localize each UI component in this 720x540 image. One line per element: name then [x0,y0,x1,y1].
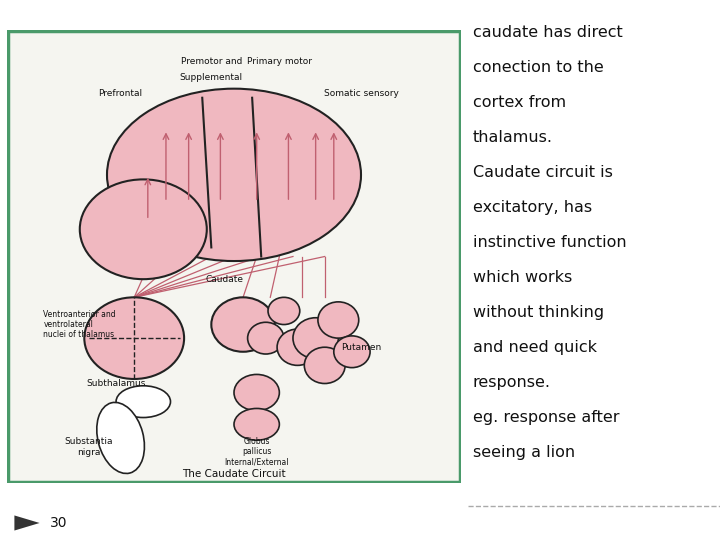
Ellipse shape [84,298,184,379]
Text: The Caudate Circuit: The Caudate Circuit [182,469,286,479]
Text: eg. response after: eg. response after [473,410,619,426]
Text: Ventroanterior and
ventrolateral
nuclei of thalamus: Ventroanterior and ventrolateral nuclei … [43,309,116,340]
Ellipse shape [268,298,300,325]
Ellipse shape [80,179,207,279]
Text: cortex from: cortex from [473,96,566,110]
Ellipse shape [212,298,275,352]
Text: Globus
pallicus
Internal/External: Globus pallicus Internal/External [225,437,289,467]
Text: excitatory, has: excitatory, has [473,200,592,215]
Text: Premotor and: Premotor and [181,57,242,66]
Text: Primary motor: Primary motor [247,57,312,66]
Text: Substantia
nigra: Substantia nigra [65,437,113,457]
Polygon shape [14,515,40,530]
Ellipse shape [293,318,338,359]
Text: response.: response. [473,375,551,390]
Text: conection to the: conection to the [473,60,603,76]
Text: Somatic sensory: Somatic sensory [323,89,398,98]
Ellipse shape [334,336,370,368]
Ellipse shape [318,302,359,338]
Text: Prefrontal: Prefrontal [99,89,143,98]
Text: 30: 30 [50,516,68,530]
Text: and need quick: and need quick [473,340,597,355]
FancyBboxPatch shape [8,31,460,482]
Text: thalamus.: thalamus. [473,130,553,145]
Text: Putamen: Putamen [341,343,381,352]
Ellipse shape [96,402,145,474]
Ellipse shape [107,89,361,261]
Text: instinctive function: instinctive function [473,235,626,251]
Text: Subthalamus: Subthalamus [86,379,145,388]
Text: caudate has direct: caudate has direct [473,25,623,40]
Text: which works: which works [473,271,572,285]
Ellipse shape [234,374,279,411]
Text: Supplemental: Supplemental [180,73,243,82]
Ellipse shape [248,322,284,354]
Text: Caudate circuit is: Caudate circuit is [473,165,613,180]
Ellipse shape [277,329,318,366]
Text: without thinking: without thinking [473,305,604,320]
Text: seeing a lion: seeing a lion [473,446,575,460]
Text: Caudate: Caudate [206,275,244,284]
Ellipse shape [305,347,345,383]
Ellipse shape [234,408,279,440]
Ellipse shape [116,386,171,417]
